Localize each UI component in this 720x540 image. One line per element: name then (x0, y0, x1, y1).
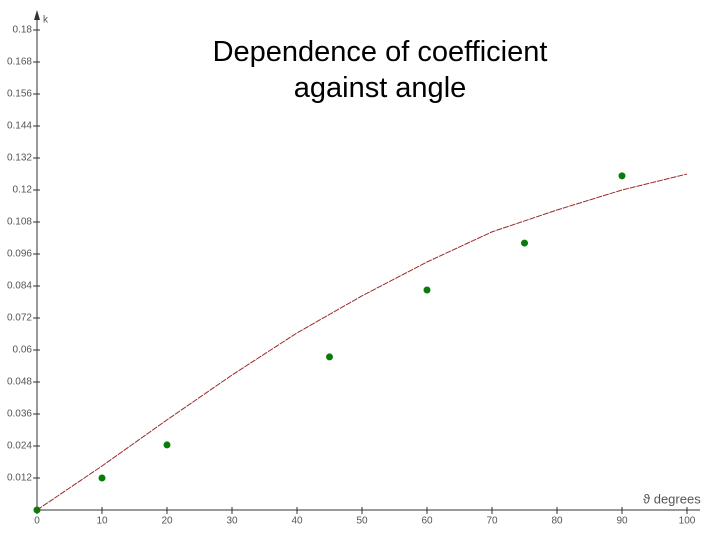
y-tick-label: 0.168 (7, 57, 32, 68)
x-tick-label: 20 (161, 516, 173, 527)
x-tick-label: 40 (291, 516, 303, 527)
y-tick-label: 0.108 (7, 217, 32, 228)
data-point (98, 474, 106, 482)
x-tick-label: 30 (226, 516, 238, 527)
y-tick-label: 0.156 (7, 89, 32, 100)
y-tick-label: 0.18 (13, 25, 33, 36)
chart-title: Dependence of coefficient against angle (212, 36, 548, 104)
x-tick-label: 50 (356, 516, 368, 527)
y-tick-label: 0.072 (7, 313, 32, 324)
y-tick-label: 0.048 (7, 377, 32, 388)
fit-curve (36, 173, 688, 511)
x-tick-label: 80 (551, 516, 563, 527)
y-tick-label: 0.096 (7, 249, 32, 260)
x-tick-label: 70 (486, 516, 498, 527)
y-tick-label: 0.132 (7, 153, 32, 164)
data-point (521, 239, 528, 247)
y-tick-label: 0.012 (7, 473, 32, 484)
y-tick-label: 0.024 (7, 441, 32, 452)
x-tick-label: 60 (421, 516, 433, 527)
y-tick-label: 0.06 (13, 345, 33, 356)
y-axis-label: k (43, 15, 49, 26)
x-tick-label: 100 (679, 516, 696, 527)
y-tick-label: 0.12 (13, 185, 33, 196)
data-point (618, 172, 626, 180)
y-tick-label: 0.036 (7, 409, 32, 420)
x-axis-label: ϑ degrees (643, 491, 701, 506)
data-point (163, 441, 171, 449)
x-tick-label: 10 (96, 516, 108, 527)
x-tick-label: 90 (616, 516, 628, 527)
data-point (326, 353, 333, 361)
y-tick-label: 0.084 (7, 281, 32, 292)
y-axis-arrow (34, 10, 40, 20)
data-point (423, 286, 431, 294)
y-tick-label: 0.144 (7, 121, 32, 132)
x-tick-label: 0 (34, 516, 40, 527)
